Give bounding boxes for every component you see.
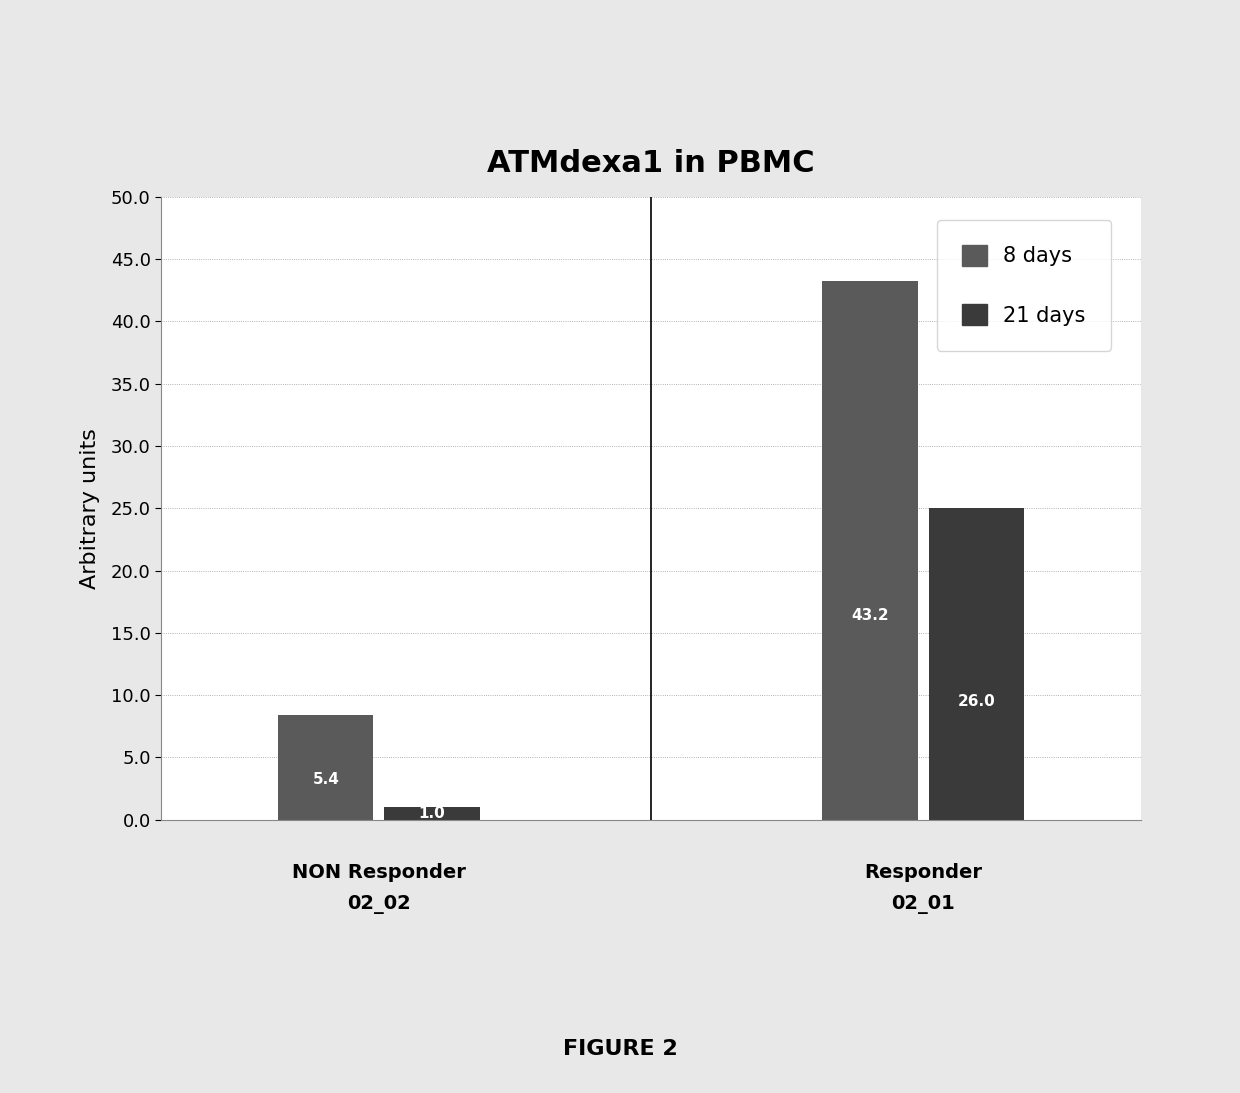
Title: ATMdexa1 in PBMC: ATMdexa1 in PBMC [487,149,815,178]
Text: FIGURE 2: FIGURE 2 [563,1039,677,1059]
Text: 02_01: 02_01 [892,894,955,914]
Bar [384,808,480,820]
Text: 26.0: 26.0 [957,694,994,709]
Text: 43.2: 43.2 [851,608,889,623]
Text: 5.4: 5.4 [312,773,340,787]
Text: NON Responder: NON Responder [291,863,466,882]
Text: 02_02: 02_02 [347,894,410,914]
Bar [929,508,1024,820]
Text: 1.0: 1.0 [419,806,445,821]
Bar [822,282,918,820]
Y-axis label: Arbitrary units: Arbitrary units [79,427,99,589]
Bar [278,715,373,820]
Text: Responder: Responder [864,863,982,882]
Legend: 8 days, 21 days: 8 days, 21 days [936,220,1111,351]
